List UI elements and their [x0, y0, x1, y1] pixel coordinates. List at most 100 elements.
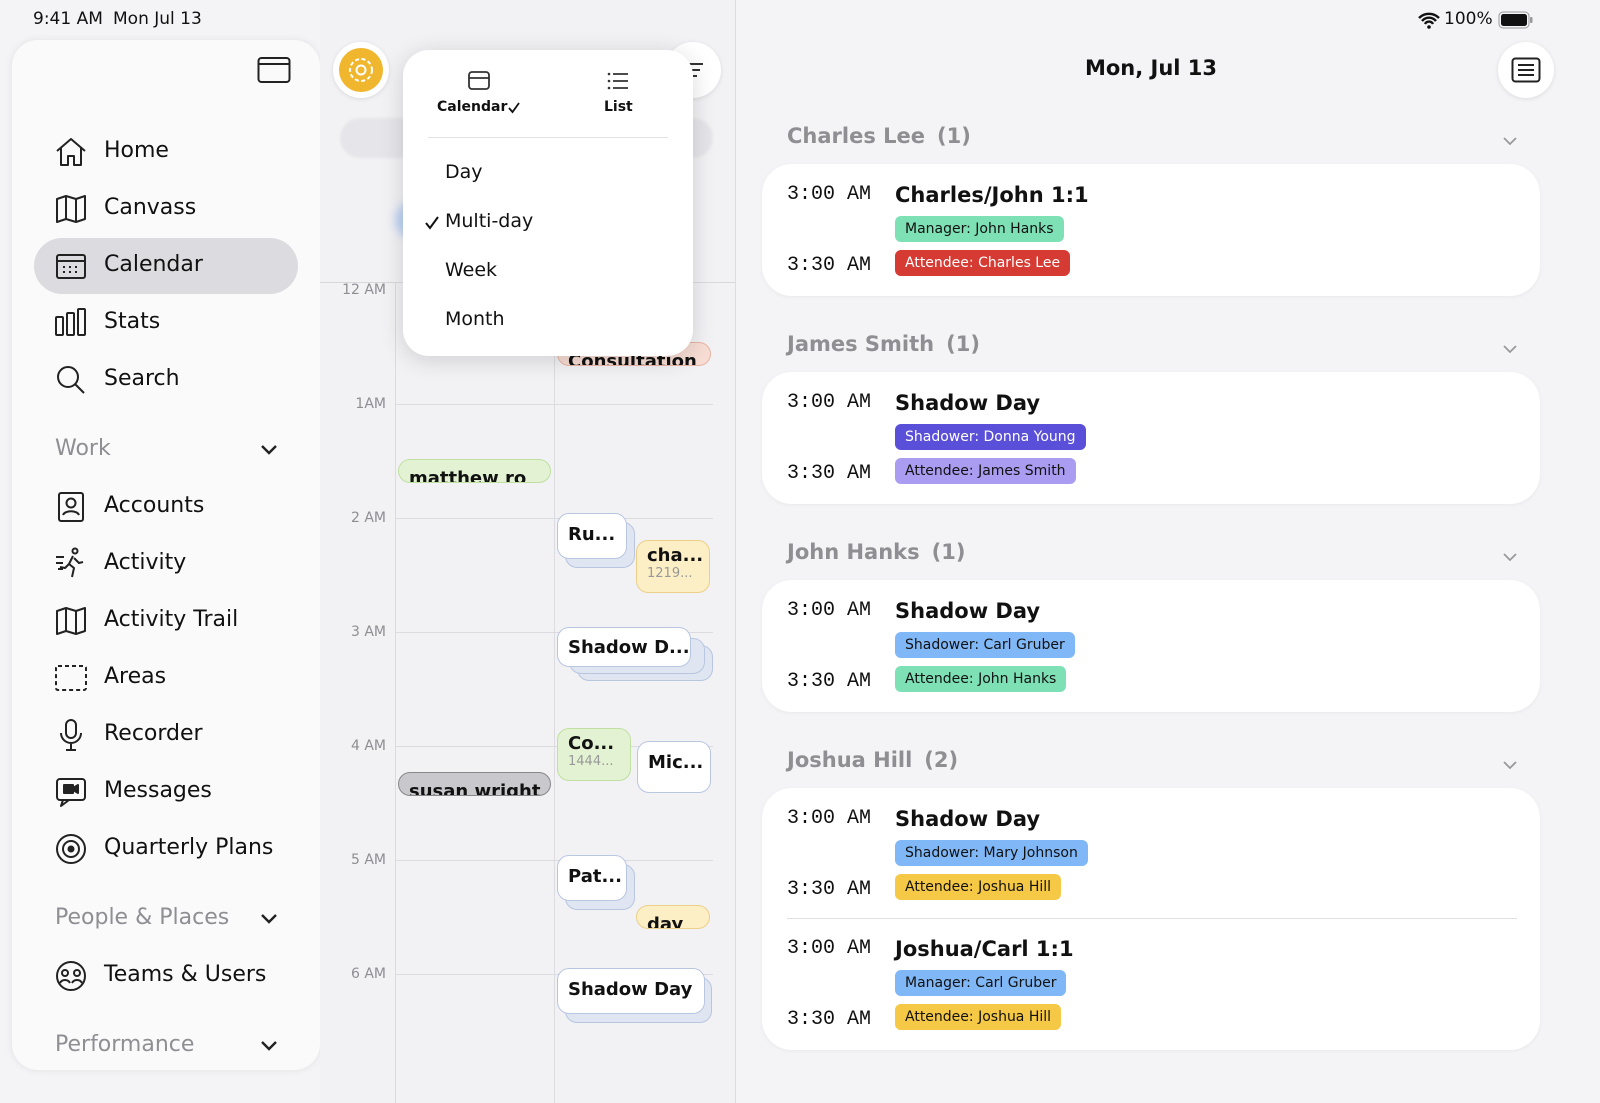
- event-title[interactable]: Charles/John 1:1: [895, 183, 1089, 207]
- hour-line: [395, 746, 713, 747]
- group-name[interactable]: James Smith: [787, 332, 935, 356]
- battery-icon: [1498, 11, 1533, 29]
- event-tag: Attendee: John Hanks: [895, 666, 1067, 692]
- nav-item[interactable]: Home: [104, 138, 169, 163]
- nav-icon: [53, 831, 89, 867]
- section-header[interactable]: People & Places: [55, 905, 230, 930]
- event-start: 3:00 AM: [787, 807, 872, 830]
- hour-label: 4 AM: [350, 738, 386, 754]
- event-title[interactable]: Shadow Day: [895, 599, 1041, 623]
- nav-item[interactable]: Activity: [104, 550, 187, 575]
- nav-icon: [53, 717, 89, 753]
- section-header[interactable]: Work: [55, 436, 111, 461]
- hour-label: 6 AM: [350, 966, 386, 982]
- event-chip[interactable]: Shadow Day: [557, 968, 705, 1014]
- event-chip[interactable]: Pat...: [557, 855, 627, 901]
- nav-item[interactable]: Recorder: [104, 721, 203, 746]
- event-start: 3:00 AM: [787, 937, 872, 960]
- nav-item[interactable]: Calendar: [104, 252, 203, 277]
- event-chip[interactable]: Co... 1444...: [557, 728, 631, 781]
- hour-line: [395, 632, 713, 633]
- event-tag: Attendee: Charles Lee: [895, 250, 1071, 276]
- event-chip[interactable]: day: [636, 905, 710, 929]
- event-chip[interactable]: susan wright: [398, 772, 551, 796]
- nav-item[interactable]: Areas: [104, 664, 167, 689]
- event-start: 3:00 AM: [787, 599, 872, 622]
- group-chevron[interactable]: [1501, 340, 1519, 354]
- event-tag: Shadower: Mary Johnson: [895, 840, 1088, 866]
- selected-highlight: [34, 238, 298, 294]
- view-menu: Calendar List Day Multi-day Week Month: [403, 50, 693, 356]
- menu-divider: [428, 137, 668, 138]
- event-chip[interactable]: Shadow D...: [557, 627, 691, 667]
- event-tag: Manager: John Hanks: [895, 216, 1064, 242]
- calendar-mode-icon: [468, 71, 490, 90]
- event-end: 3:30 AM: [787, 254, 872, 277]
- event-title[interactable]: Shadow Day: [895, 391, 1041, 415]
- nav-item[interactable]: Accounts: [104, 493, 205, 518]
- group-name[interactable]: Charles Lee: [787, 124, 926, 148]
- range-option[interactable]: Week: [445, 259, 498, 281]
- event-tag: Attendee: Joshua Hill: [895, 874, 1062, 900]
- battery-percent: 100%: [1444, 9, 1493, 29]
- group-count: (1): [931, 540, 966, 564]
- range-option[interactable]: Multi-day: [445, 210, 534, 232]
- event-chip[interactable]: Ru...: [557, 513, 627, 559]
- list-mode-icon: [607, 72, 628, 90]
- agenda-button[interactable]: [1498, 42, 1554, 98]
- mode-option[interactable]: List: [604, 99, 633, 115]
- nav-item[interactable]: Messages: [104, 778, 212, 803]
- sidebar: Home Canvass Calendar Stats Search Work Accoun…: [12, 40, 320, 1070]
- group-card: 3:00 AM 3:30 AM Shadow Day Shadower: Donna …: [762, 372, 1540, 504]
- event-title[interactable]: Joshua/Carl 1:1: [895, 937, 1074, 961]
- status-time: 9:41 AM: [33, 9, 103, 29]
- group-name[interactable]: John Hanks: [787, 540, 920, 564]
- sidebar-toggle[interactable]: [257, 56, 291, 84]
- section-header[interactable]: Performance: [55, 1032, 195, 1057]
- event-tag: Shadower: Carl Gruber: [895, 632, 1075, 658]
- group-chevron[interactable]: [1501, 548, 1519, 562]
- nav-item[interactable]: Activity Trail: [104, 607, 239, 632]
- nav-icon: [53, 489, 89, 525]
- nav-item[interactable]: Teams & Users: [104, 962, 267, 987]
- hour-line: [395, 974, 713, 975]
- group-chevron[interactable]: [1501, 756, 1519, 770]
- event-title: cha...: [647, 545, 704, 566]
- nav-item[interactable]: Canvass: [104, 195, 197, 220]
- event-end: 3:30 AM: [787, 878, 872, 901]
- status-date: Mon Jul 13: [113, 9, 202, 29]
- range-option[interactable]: Month: [445, 308, 505, 330]
- event-title[interactable]: Shadow Day: [895, 807, 1041, 831]
- event-subtitle: 1444...: [568, 754, 614, 769]
- group-count: (1): [946, 332, 980, 356]
- hour-label: 3 AM: [350, 624, 386, 640]
- event-end: 3:30 AM: [787, 462, 872, 485]
- range-option[interactable]: Day: [445, 161, 483, 183]
- event-chip[interactable]: matthew ro: [398, 459, 551, 483]
- mode-option[interactable]: Calendar: [437, 99, 508, 115]
- event-tag: Manager: Carl Gruber: [895, 970, 1067, 996]
- checkmark: [425, 216, 439, 230]
- nav-item[interactable]: Quarterly Plans: [104, 835, 274, 860]
- nav-icon: [53, 603, 89, 639]
- event-end: 3:30 AM: [787, 1008, 872, 1031]
- group-chevron[interactable]: [1501, 132, 1519, 146]
- settings-button[interactable]: [333, 42, 389, 98]
- agenda-title: Mon, Jul 13: [1084, 56, 1218, 80]
- hour-label: 2 AM: [350, 510, 386, 526]
- nav-icon: [53, 362, 89, 398]
- event-chip[interactable]: Mic...: [637, 741, 711, 793]
- nav-icon: [53, 660, 89, 696]
- day-divider: [554, 282, 555, 1103]
- hour-line: [395, 860, 713, 861]
- nav-item[interactable]: Search: [104, 366, 180, 391]
- group-card: 3:00 AM 3:30 AM Shadow Day Shadower: Carl G…: [762, 580, 1540, 712]
- event-tag: Attendee: James Smith: [895, 458, 1076, 484]
- event-title: Co...: [568, 733, 615, 754]
- group-name[interactable]: Joshua Hill: [787, 748, 913, 772]
- nav-icon: [53, 191, 89, 227]
- nav-item[interactable]: Stats: [104, 309, 161, 334]
- nav-icon: [53, 774, 89, 810]
- event-chip[interactable]: cha... 1219...: [636, 540, 710, 593]
